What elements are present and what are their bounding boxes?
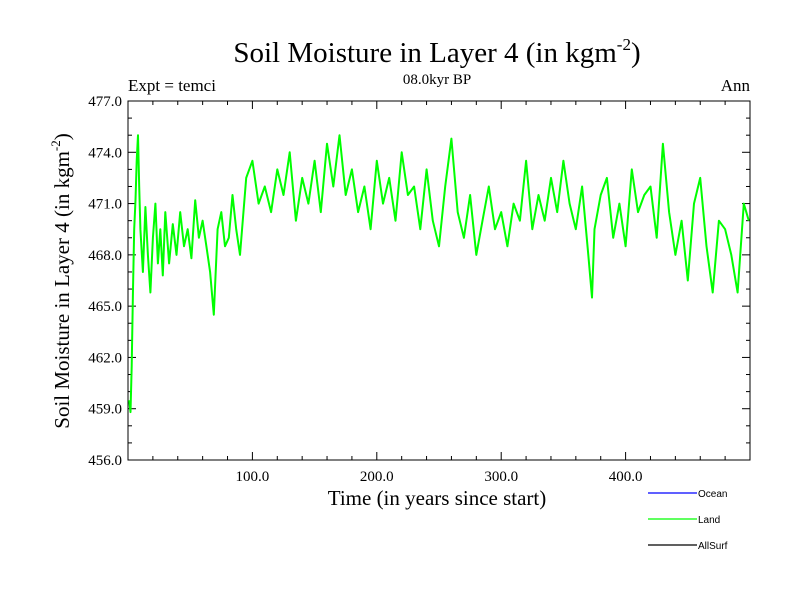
x-tick-label: 200.0 — [360, 469, 394, 485]
subtitle-left: Expt = temci — [128, 76, 216, 95]
x-axis-label: Time (in years since start) — [328, 486, 547, 510]
series-lines — [128, 134, 750, 414]
series-line-land — [128, 134, 750, 414]
subtitle-right: Ann — [721, 76, 751, 95]
chart-title-close: ) — [631, 37, 641, 69]
y-axis-label-close: ) — [50, 133, 74, 140]
legend-label-land: Land — [698, 515, 720, 526]
chart-title: Soil Moisture in Layer 4 (in kgm-2) — [233, 35, 640, 69]
y-tick-label: 468.0 — [88, 248, 122, 264]
y-tick-label: 474.0 — [88, 145, 122, 161]
legend-label-ocean: Ocean — [698, 489, 727, 500]
y-tick-label: 477.0 — [88, 94, 122, 110]
x-axis-ticks: 100.0 200.0 300.0 400.0 — [152, 101, 726, 485]
y-tick-label: 465.0 — [88, 299, 122, 315]
x-tick-label: 300.0 — [484, 469, 518, 485]
y-axis-label: Soil Moisture in Layer 4 (in kgm-2) — [48, 133, 74, 428]
chart-title-superscript: -2 — [617, 35, 631, 54]
legend: Ocean Land AllSurf — [648, 489, 728, 552]
y-tick-label: 471.0 — [88, 197, 122, 213]
x-tick-label: 400.0 — [609, 469, 643, 485]
legend-label-allsurf: AllSurf — [698, 541, 728, 552]
y-axis-ticks: 456.0 459.0 462.0 465.0 468.0 471.0 474.0 477.0 — [88, 94, 750, 469]
plot-frame — [127, 100, 751, 461]
x-tick-label: 100.0 — [236, 469, 270, 485]
y-tick-label: 459.0 — [88, 402, 122, 418]
subtitle-center: 08.0kyr BP — [403, 72, 471, 88]
y-tick-label: 462.0 — [88, 350, 122, 366]
y-axis-label-superscript: -2 — [48, 140, 63, 151]
y-tick-label: 456.0 — [88, 453, 122, 469]
